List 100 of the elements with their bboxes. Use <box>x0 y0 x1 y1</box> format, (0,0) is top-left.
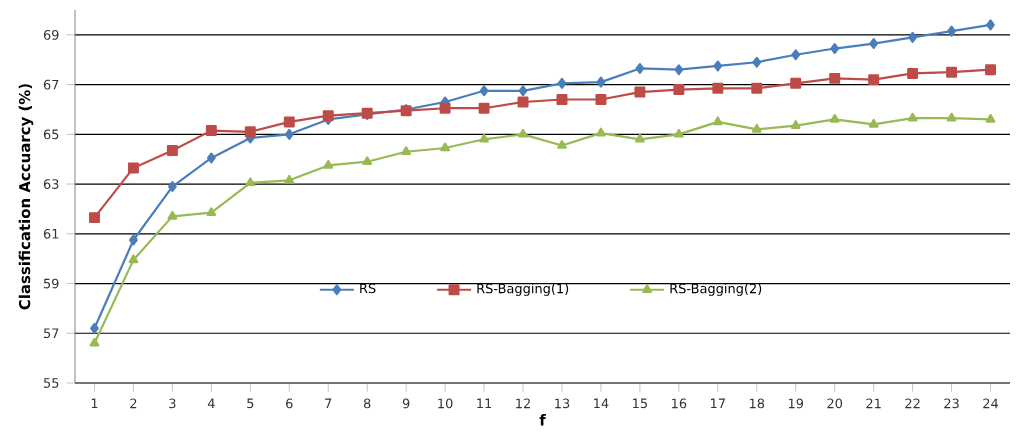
y-tick-label: 67 <box>43 79 59 90</box>
point <box>751 82 763 94</box>
point <box>596 76 606 88</box>
x-tick-label: 6 <box>286 398 293 409</box>
x-tick-label: 10 <box>438 398 453 409</box>
point <box>168 181 177 193</box>
point <box>712 116 723 126</box>
point <box>90 322 99 334</box>
y-tick-label: 59 <box>43 278 59 289</box>
point <box>713 60 723 72</box>
point <box>128 254 139 264</box>
point <box>830 43 840 55</box>
point <box>88 212 100 224</box>
x-tick-label: 20 <box>827 398 843 409</box>
x-tick-label: 18 <box>749 398 765 409</box>
x-tick-label: 23 <box>944 398 959 409</box>
point <box>127 162 139 174</box>
x-tick-label: 3 <box>169 398 176 409</box>
point <box>244 126 256 138</box>
y-tick-label: 55 <box>43 378 59 388</box>
point <box>167 210 178 220</box>
point <box>518 85 528 97</box>
point <box>751 123 762 133</box>
point <box>752 56 762 68</box>
point <box>790 120 801 129</box>
x-tick-label: 22 <box>905 398 920 409</box>
point <box>829 113 840 123</box>
x-tick-label: 7 <box>325 398 332 408</box>
point <box>946 66 958 78</box>
point <box>947 25 956 37</box>
point <box>556 94 568 105</box>
x-tick-label: 12 <box>516 398 530 409</box>
y-axis-title: Classification Accuarcy (%) <box>18 84 34 310</box>
point <box>790 77 802 89</box>
point <box>869 38 879 50</box>
point <box>479 85 489 97</box>
point <box>712 82 724 94</box>
point <box>401 146 412 156</box>
point <box>634 86 646 98</box>
x-tick-label: 15 <box>633 398 647 409</box>
y-tick-label: 57 <box>43 328 59 339</box>
point <box>479 133 489 143</box>
point <box>557 140 567 149</box>
x-tick-label: 9 <box>402 398 410 409</box>
point <box>907 112 918 122</box>
x-tick-label: 11 <box>477 398 492 408</box>
point <box>205 125 217 137</box>
point <box>673 84 685 96</box>
point <box>478 102 490 114</box>
point <box>323 159 334 169</box>
point <box>985 64 997 76</box>
point <box>518 128 528 138</box>
x-tick-label: 4 <box>207 398 215 408</box>
point <box>89 337 100 347</box>
point <box>907 67 919 79</box>
x-tick-label: 5 <box>247 398 254 409</box>
point <box>166 145 178 156</box>
y-tick-label: 63 <box>43 179 59 189</box>
point <box>284 174 295 184</box>
point <box>946 112 957 122</box>
point <box>908 31 917 43</box>
point <box>206 152 216 164</box>
point <box>245 177 256 187</box>
point <box>986 19 995 31</box>
x-axis-title: f <box>539 414 546 426</box>
x-tick-label: 2 <box>130 398 137 409</box>
point <box>283 116 295 128</box>
point <box>791 49 801 61</box>
x-tick-label: 13 <box>555 398 570 409</box>
point <box>635 62 645 74</box>
point <box>440 142 451 152</box>
x-tick-label: 1 <box>91 398 98 408</box>
point <box>674 64 684 76</box>
point <box>129 234 138 246</box>
y-tick-label: 61 <box>43 228 59 239</box>
x-tick-label: 21 <box>866 398 881 409</box>
point <box>868 118 879 128</box>
x-tick-label: 14 <box>594 398 609 408</box>
legend-label: RS-Bagging(1) <box>477 283 569 296</box>
point <box>673 128 684 138</box>
point <box>206 207 217 216</box>
point <box>868 74 880 86</box>
legend-label: RS-Bagging(2) <box>670 283 762 296</box>
point <box>829 72 841 84</box>
point <box>517 96 529 108</box>
point <box>985 113 996 123</box>
y-tick-label: 69 <box>43 29 59 40</box>
point <box>284 128 294 140</box>
point <box>439 102 451 114</box>
point <box>596 127 606 137</box>
point <box>557 77 567 89</box>
x-tick-label: 8 <box>363 398 371 409</box>
x-tick-label: 24 <box>983 398 999 409</box>
x-tick-label: 17 <box>710 398 725 408</box>
x-tick-label: 16 <box>672 398 687 409</box>
x-tick-label: 19 <box>788 398 804 409</box>
point <box>635 133 645 143</box>
point <box>595 94 607 105</box>
point <box>362 156 373 165</box>
y-tick-label: 65 <box>43 129 59 140</box>
